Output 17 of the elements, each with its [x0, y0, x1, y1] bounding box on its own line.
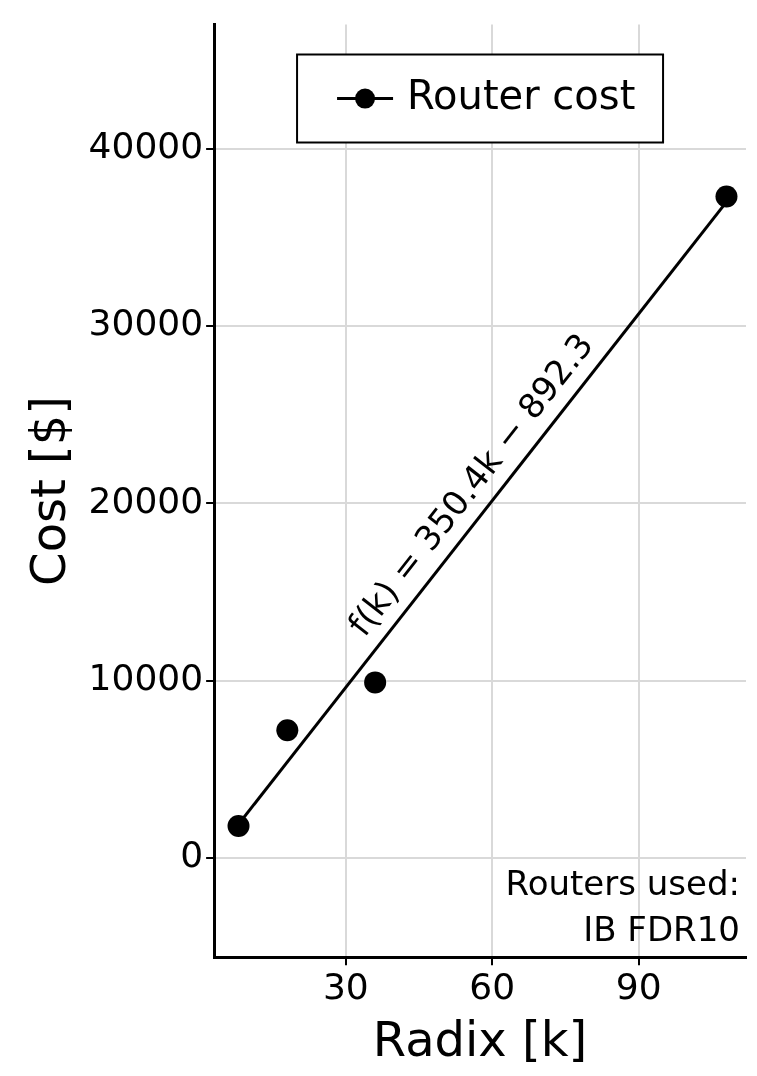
point [276, 719, 299, 742]
x-tick-label: 60 [469, 966, 516, 1008]
annotation: IB FDR10 [583, 909, 740, 950]
y-axis-title: Cost [$] [20, 395, 77, 586]
y-tick-label: 0 [180, 834, 204, 876]
y-tick-label: 30000 [88, 302, 204, 344]
y-tick-label: 20000 [88, 479, 204, 521]
point [715, 185, 738, 208]
y-tick-label: 10000 [88, 656, 204, 698]
x-axis-title: Radix [k] [372, 1010, 588, 1067]
point [364, 671, 387, 694]
point [227, 815, 250, 837]
x-tick-label: 30 [322, 966, 369, 1008]
x-tick-label: 90 [615, 966, 662, 1008]
y-tick-label: 40000 [88, 125, 204, 167]
annotation: Routers used: [505, 863, 740, 904]
legend-label: Router cost [407, 71, 636, 118]
